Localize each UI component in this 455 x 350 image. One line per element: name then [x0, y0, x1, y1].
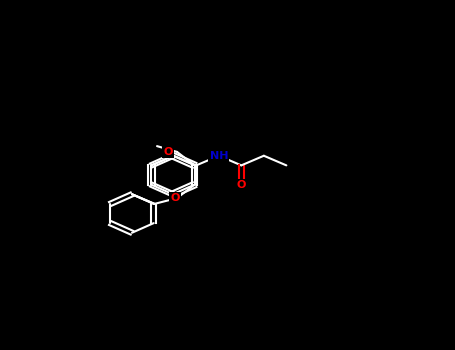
Text: O: O	[170, 193, 179, 203]
Text: NH: NH	[210, 151, 228, 161]
Text: O: O	[163, 147, 172, 157]
Text: O: O	[237, 180, 246, 190]
